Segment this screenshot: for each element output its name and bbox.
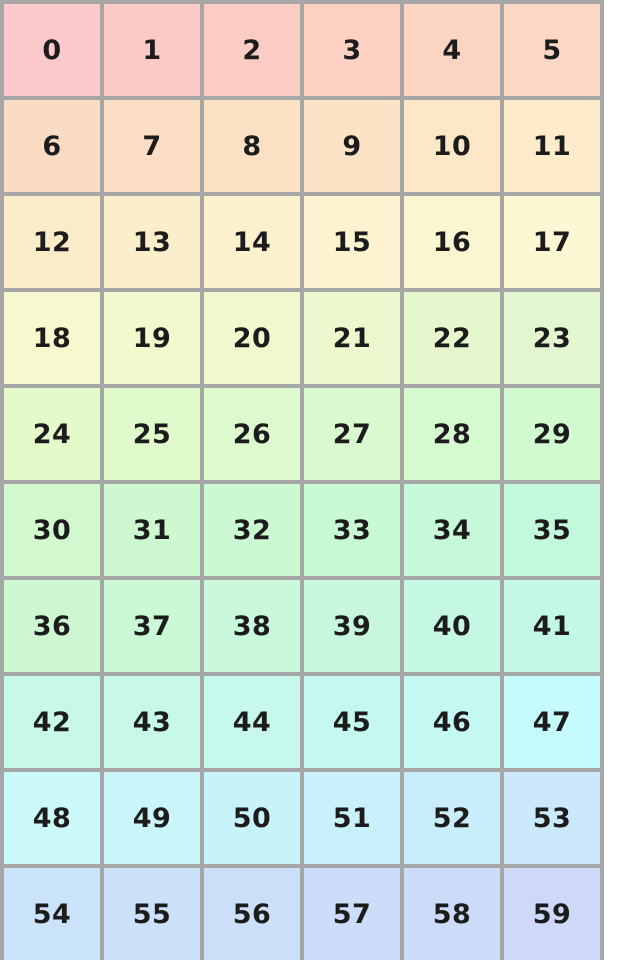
grid-cell-35[interactable]: 35: [504, 484, 600, 576]
grid-cell-40[interactable]: 40: [404, 580, 500, 672]
grid-cell-32[interactable]: 32: [204, 484, 300, 576]
grid-cell-14[interactable]: 14: [204, 196, 300, 288]
grid-cell-28[interactable]: 28: [404, 388, 500, 480]
grid-cell-6[interactable]: 6: [4, 100, 100, 192]
grid-cell-53[interactable]: 53: [504, 772, 600, 864]
grid-cell-47[interactable]: 47: [504, 676, 600, 768]
grid-cell-43[interactable]: 43: [104, 676, 200, 768]
grid-cell-15[interactable]: 15: [304, 196, 400, 288]
grid-cell-1[interactable]: 1: [104, 4, 200, 96]
grid-cell-52[interactable]: 52: [404, 772, 500, 864]
grid-cell-59[interactable]: 59: [504, 868, 600, 960]
grid-cell-7[interactable]: 7: [104, 100, 200, 192]
grid-cell-4[interactable]: 4: [404, 4, 500, 96]
grid-cell-20[interactable]: 20: [204, 292, 300, 384]
grid-cell-27[interactable]: 27: [304, 388, 400, 480]
grid-cell-48[interactable]: 48: [4, 772, 100, 864]
grid-cell-19[interactable]: 19: [104, 292, 200, 384]
grid-cell-8[interactable]: 8: [204, 100, 300, 192]
grid-cell-31[interactable]: 31: [104, 484, 200, 576]
number-grid: 0 1 2 3 4 5 6 7 8 9 10 11 12 13 14 15 16 17 18 19 20 21 22 23 24…: [0, 0, 604, 960]
grid-cell-30[interactable]: 30: [4, 484, 100, 576]
grid-cell-17[interactable]: 17: [504, 196, 600, 288]
grid-cell-34[interactable]: 34: [404, 484, 500, 576]
grid-cell-54[interactable]: 54: [4, 868, 100, 960]
grid-cell-23[interactable]: 23: [504, 292, 600, 384]
grid-cell-26[interactable]: 26: [204, 388, 300, 480]
grid-cell-5[interactable]: 5: [504, 4, 600, 96]
grid-cell-11[interactable]: 11: [504, 100, 600, 192]
grid-cell-21[interactable]: 21: [304, 292, 400, 384]
grid-cell-33[interactable]: 33: [304, 484, 400, 576]
grid-cell-39[interactable]: 39: [304, 580, 400, 672]
grid-cell-41[interactable]: 41: [504, 580, 600, 672]
grid-cell-13[interactable]: 13: [104, 196, 200, 288]
grid-cell-51[interactable]: 51: [304, 772, 400, 864]
grid-cell-38[interactable]: 38: [204, 580, 300, 672]
grid-cell-0[interactable]: 0: [4, 4, 100, 96]
grid-cell-56[interactable]: 56: [204, 868, 300, 960]
grid-cell-29[interactable]: 29: [504, 388, 600, 480]
grid-cell-3[interactable]: 3: [304, 4, 400, 96]
grid-cell-22[interactable]: 22: [404, 292, 500, 384]
grid-cell-25[interactable]: 25: [104, 388, 200, 480]
grid-cell-24[interactable]: 24: [4, 388, 100, 480]
grid-cell-49[interactable]: 49: [104, 772, 200, 864]
grid-cell-12[interactable]: 12: [4, 196, 100, 288]
grid-cell-10[interactable]: 10: [404, 100, 500, 192]
grid-cell-57[interactable]: 57: [304, 868, 400, 960]
grid-cell-55[interactable]: 55: [104, 868, 200, 960]
grid-cell-58[interactable]: 58: [404, 868, 500, 960]
grid-cell-36[interactable]: 36: [4, 580, 100, 672]
grid-cell-16[interactable]: 16: [404, 196, 500, 288]
grid-cell-44[interactable]: 44: [204, 676, 300, 768]
grid-cell-37[interactable]: 37: [104, 580, 200, 672]
grid-cell-2[interactable]: 2: [204, 4, 300, 96]
grid-cell-45[interactable]: 45: [304, 676, 400, 768]
grid-cell-50[interactable]: 50: [204, 772, 300, 864]
grid-cell-42[interactable]: 42: [4, 676, 100, 768]
grid-cell-9[interactable]: 9: [304, 100, 400, 192]
grid-cell-46[interactable]: 46: [404, 676, 500, 768]
grid-cell-18[interactable]: 18: [4, 292, 100, 384]
